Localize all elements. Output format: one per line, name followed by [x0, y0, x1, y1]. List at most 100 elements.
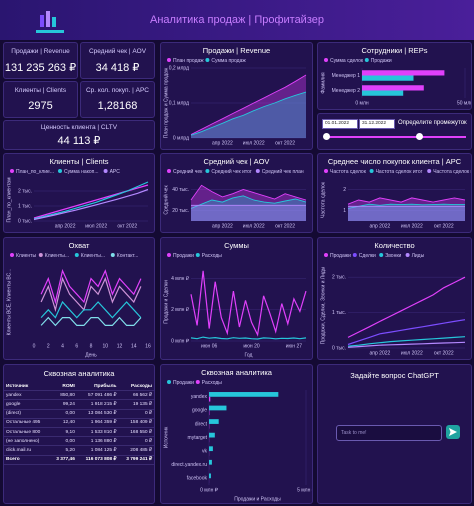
- y-tick-label: direct.yandex.ru: [171, 462, 207, 468]
- legend-label: Клиенты: [16, 253, 36, 259]
- kpi-label: Ценность клиента | CLTV: [40, 123, 118, 131]
- legend-swatch: [324, 169, 328, 173]
- chart-title: Продажи | Revenue: [203, 46, 270, 55]
- x-tick-label: июн 06: [201, 343, 217, 349]
- legend-label: Частота сделок итог: [376, 169, 423, 175]
- bar: [362, 70, 445, 76]
- x-tick-label: 2: [47, 343, 50, 349]
- legend-swatch: [110, 253, 115, 257]
- date-filter: 01.01.2022 31.12.2022 Определите промежу…: [317, 113, 472, 150]
- chart-title: Сотрудники | REPs: [362, 46, 428, 55]
- x-tick-label: окт 2022: [275, 140, 295, 146]
- slider-handle[interactable]: [416, 133, 423, 140]
- chart: Сквозная аналитика Продажи Расходы Источник…: [163, 368, 312, 502]
- x-tick-label: окт 2022: [434, 223, 454, 229]
- table-cell: 168 550 ₽: [118, 427, 154, 438]
- y-tick-label: 2 тыс.: [18, 188, 32, 194]
- kpi-card: Средний чек | AOV 34 418 ₽: [80, 42, 155, 79]
- date-from[interactable]: 01.01.2022: [322, 119, 358, 129]
- y-axis-label: Фамилия: [320, 72, 326, 94]
- legend-label: Частота сделок: [330, 169, 367, 175]
- table-cell: yandex: [4, 390, 50, 401]
- date-to[interactable]: 31.12.2022: [359, 119, 395, 129]
- legend-swatch: [352, 253, 357, 257]
- table-cell: 850,80: [49, 390, 77, 401]
- table-row: Остальные 800 9,10 1 533 810 ₽168 550 ₽: [4, 427, 154, 438]
- bar: [209, 405, 227, 411]
- legend-swatch: [10, 169, 14, 173]
- y-tick-label: 0 млрд: [173, 135, 189, 141]
- x-tick-label: 50 млн: [457, 100, 471, 106]
- area-fill: [348, 204, 465, 221]
- table-row: Остальные 495 12,40 1 964 359 ₽158 409 ₽: [4, 418, 154, 428]
- x-tick-label: июл 2022: [243, 223, 265, 229]
- x-tick-label: окт 2022: [117, 223, 137, 229]
- area-fill: [191, 185, 306, 221]
- table-cell: Всего: [4, 455, 50, 465]
- legend-swatch: [205, 58, 210, 62]
- x-tick-label: июн 20: [243, 343, 259, 349]
- chart-title: Суммы: [224, 241, 249, 250]
- table-row: google 99,24 1 918 215 ₽19 135 ₽: [4, 399, 154, 410]
- table-row: (не заполнено) 0,00 1 136 880 ₽0 ₽: [4, 436, 154, 447]
- slider-handle[interactable]: [323, 133, 330, 140]
- bar: [209, 419, 219, 424]
- area-fill: [191, 205, 306, 221]
- area-fill: [348, 206, 465, 221]
- series-line: [190, 74, 307, 135]
- legend-swatch: [38, 253, 43, 257]
- x-tick-label: июл 2022: [401, 350, 423, 356]
- bar: [209, 396, 211, 402]
- logo: [36, 11, 64, 33]
- y-tick-label: 40 тыс.: [172, 187, 189, 193]
- bar: [362, 90, 404, 96]
- chart: Продажи | Revenue План продаж Сумма продаж…: [163, 46, 307, 146]
- legend-swatch: [167, 169, 171, 173]
- y-tick-label: 2: [343, 187, 346, 193]
- legend-label: Сумма сделок: [330, 58, 364, 64]
- x-tick-label: апр 2022: [370, 350, 391, 356]
- chat-panel: Задайте вопрос ChatGPT Task to me!: [317, 364, 472, 504]
- series-line: [40, 300, 142, 319]
- area-fill: [191, 195, 306, 221]
- y-tick-label: 2 млн ₽: [171, 307, 190, 313]
- x-tick-label: 5 млн ₽: [297, 487, 312, 493]
- x-tick-label: 4: [61, 343, 64, 349]
- chart: Сотрудники | REPs Сумма сделок Продажи Фами…: [320, 46, 471, 106]
- chart-panel: Сотрудники | REPs Сумма сделок Продажи Фами…: [317, 42, 472, 110]
- y-axis-label: Продажи и Сделки: [163, 280, 169, 324]
- table-cell: Остальные 495: [4, 418, 50, 428]
- table-cell: 1 964 359 ₽: [76, 418, 119, 428]
- x-tick-label: окт 2022: [275, 223, 295, 229]
- kpi-label: Клиенты | Clients: [14, 87, 67, 94]
- table-cell: 0 ₽: [118, 436, 154, 447]
- series-line: [40, 316, 142, 327]
- table-row: Всего 3 377,46 116 073 808 ₽3 799 241 ₽: [4, 455, 154, 465]
- chat-input[interactable]: Task to me!: [336, 425, 442, 441]
- chart-title: Средний чек | AOV: [204, 157, 270, 166]
- legend-swatch: [167, 253, 171, 257]
- table-cell: google: [4, 399, 50, 410]
- legend-swatch: [364, 58, 369, 62]
- legend-swatch: [167, 58, 171, 62]
- series-line: [347, 319, 466, 346]
- table-cell: 1 918 215 ₽: [76, 399, 119, 410]
- legend-swatch: [324, 58, 328, 62]
- x-tick-label: июн 27: [286, 343, 302, 349]
- legend-swatch: [255, 169, 260, 173]
- kpi-label: Ср. кол. покуп. | APC: [85, 87, 149, 94]
- x-tick-label: 14: [131, 343, 137, 349]
- area-fill: [191, 92, 306, 138]
- table-cell: 1 533 810 ₽: [76, 427, 119, 438]
- x-tick-label: апр 2022: [212, 140, 233, 146]
- y-tick-label: vk: [202, 448, 208, 454]
- chart-panel: Средний чек | AOV Средний чек Средний чек …: [160, 153, 313, 233]
- kpi-card: Продажи | Revenue 131 235 263 ₽: [3, 42, 78, 79]
- kpi-value: 131 235 263 ₽: [4, 61, 77, 74]
- kpi-value: 1,28168: [97, 100, 138, 112]
- send-button[interactable]: [446, 425, 460, 439]
- table-cell: 5,20: [49, 445, 77, 456]
- chart-title: Сквозная аналитика: [201, 368, 273, 377]
